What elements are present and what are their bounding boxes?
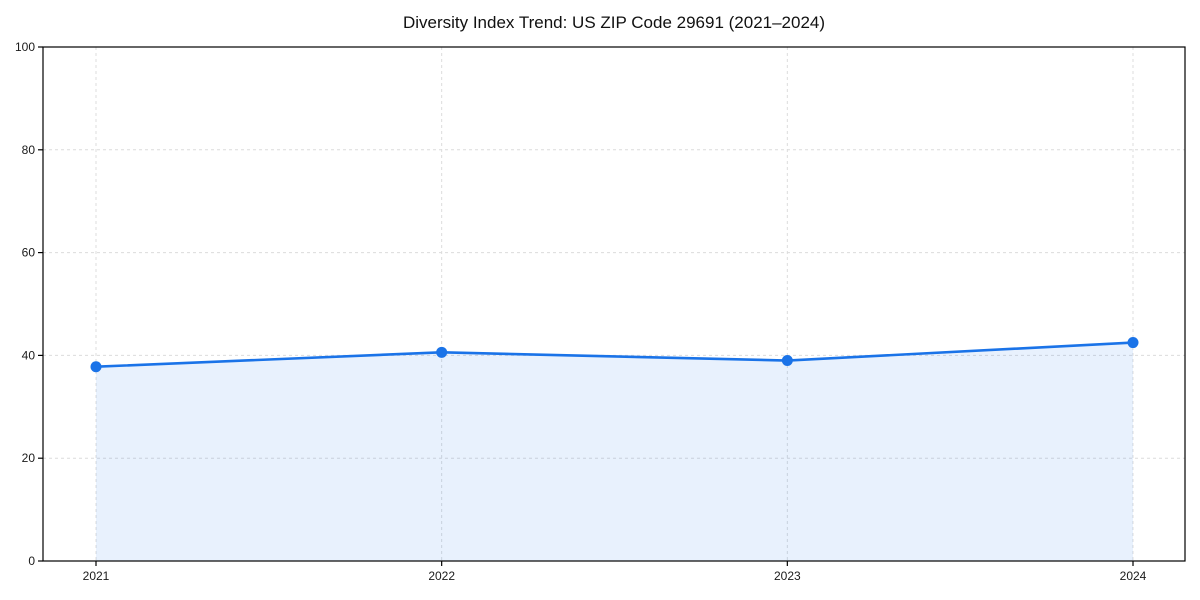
y-tick-label: 80 — [22, 143, 36, 157]
data-point-marker — [1127, 337, 1139, 349]
y-tick-label: 0 — [28, 554, 35, 568]
series-line — [94, 341, 1135, 369]
y-tick-label: 20 — [22, 451, 36, 465]
y-tick-label: 40 — [22, 348, 36, 362]
data-point-marker — [436, 346, 448, 358]
axis-ticks: 0 20 40 60 80 100 2021 2022 2023 2024 — [15, 40, 1147, 583]
data-point-marker — [781, 355, 793, 367]
x-tick-label: 2024 — [1120, 569, 1147, 583]
x-tick-label: 2022 — [428, 569, 455, 583]
chart-plot-area: 0 20 40 60 80 100 2021 2022 2023 2024 — [15, 40, 1186, 583]
data-point-marker — [90, 361, 102, 373]
x-tick-label: 2021 — [83, 569, 110, 583]
chart-title: Diversity Index Trend: US ZIP Code 29691… — [403, 13, 825, 32]
series-markers — [90, 337, 1139, 373]
series-area-fill — [96, 342, 1133, 561]
plot-frame — [42, 46, 1186, 562]
y-tick-label: 100 — [15, 40, 35, 54]
x-tick-label: 2023 — [774, 569, 801, 583]
y-tick-label: 60 — [22, 246, 36, 260]
